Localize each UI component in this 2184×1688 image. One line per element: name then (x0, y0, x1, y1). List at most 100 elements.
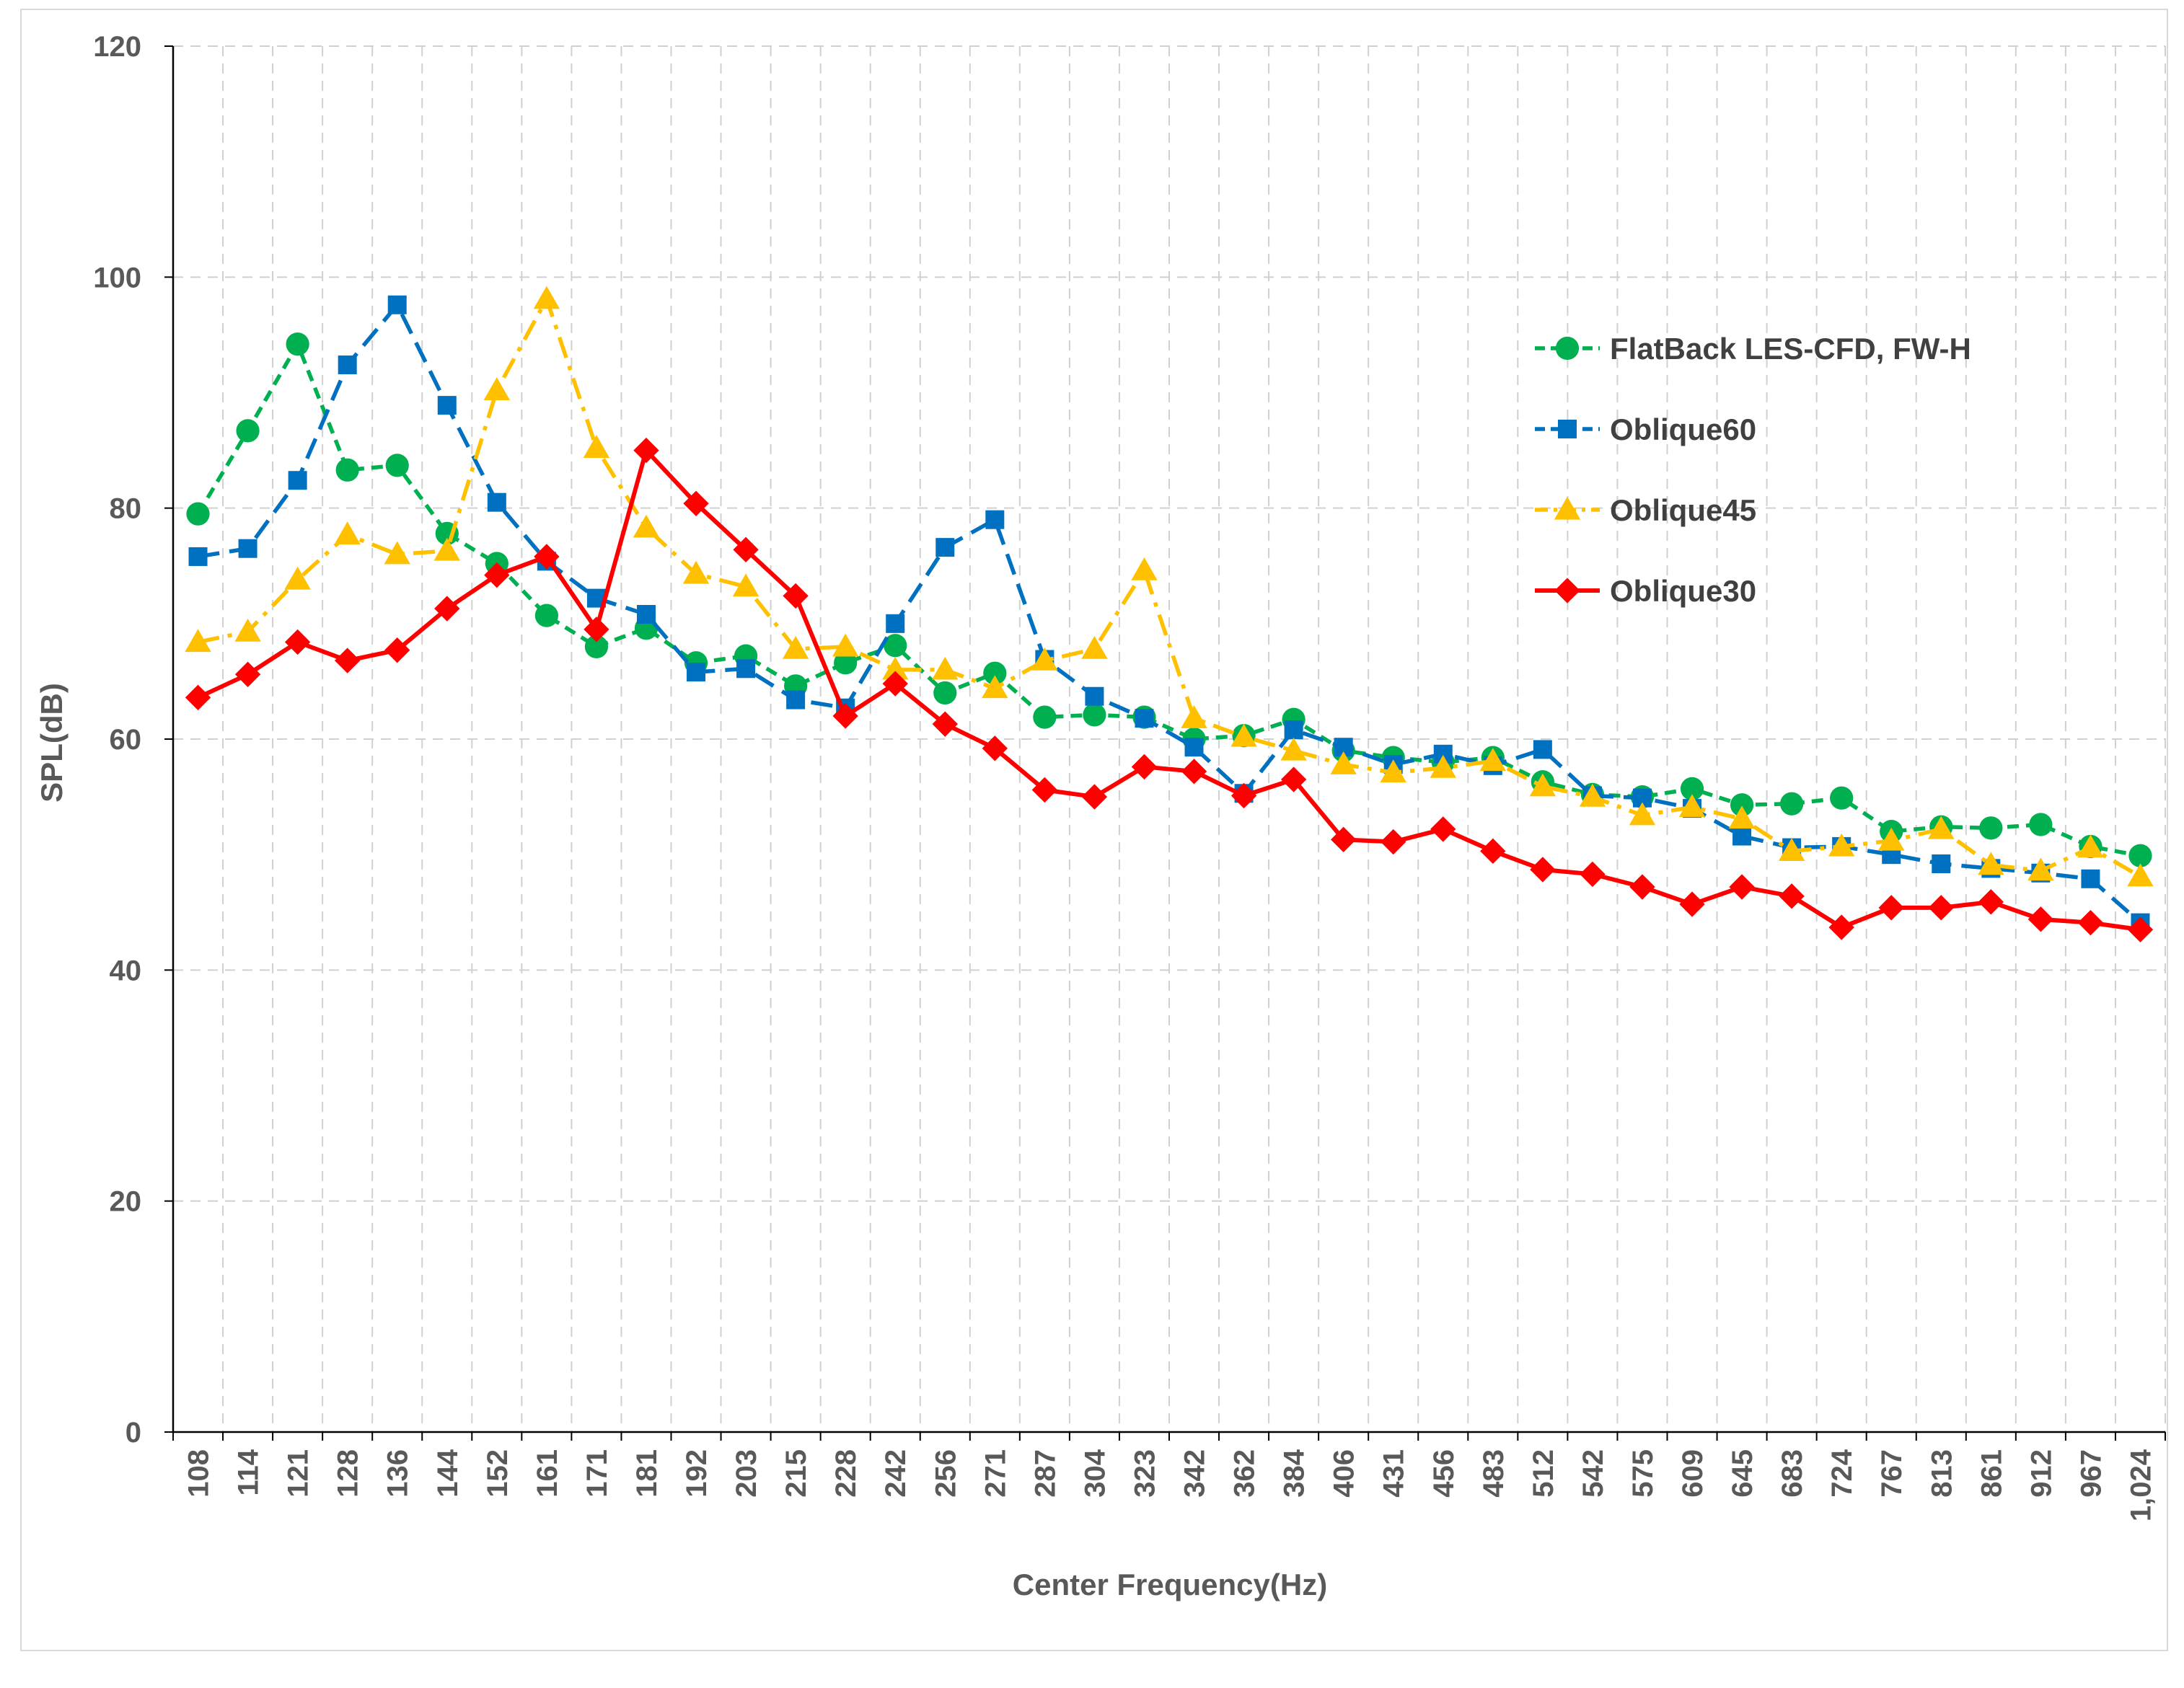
data-point (882, 656, 909, 680)
x-tick-label: 342 (1179, 1449, 1211, 1498)
data-point (1184, 738, 1204, 757)
data-point (384, 541, 410, 565)
x-tick-label: 645 (1727, 1449, 1758, 1498)
x-tick-label: 912 (2025, 1449, 2057, 1498)
data-point (286, 332, 309, 356)
x-tick-label: 456 (1428, 1449, 1460, 1498)
x-tick-label: 575 (1627, 1449, 1659, 1498)
data-point (1530, 857, 1556, 883)
data-point (487, 492, 506, 512)
series-group (185, 286, 2154, 942)
data-point (384, 637, 410, 663)
data-point (982, 675, 1008, 699)
legend-item: Oblique30 (1535, 574, 1756, 608)
data-point (1135, 709, 1154, 728)
data-point (882, 671, 908, 697)
data-point (932, 711, 958, 737)
data-point (1778, 838, 1805, 862)
y-tick-labels: 0 20 40 60 80 100 120 (93, 31, 141, 1449)
data-point (1533, 740, 1552, 759)
data-point (1678, 794, 1706, 818)
x-tick-label: 767 (1876, 1449, 1908, 1498)
data-point (583, 435, 610, 459)
data-point (782, 635, 809, 659)
data-point (1430, 816, 1456, 842)
data-point (234, 661, 261, 687)
data-point (534, 604, 558, 627)
x-tick-label: 228 (830, 1449, 862, 1498)
x-tick-label: 384 (1279, 1449, 1311, 1497)
data-point (1230, 782, 1257, 809)
data-point (234, 618, 261, 642)
data-point (732, 573, 759, 597)
x-tick-label: 542 (1577, 1449, 1609, 1498)
data-point (534, 544, 560, 570)
data-point (687, 663, 706, 682)
series-oblique45 (185, 286, 2154, 887)
data-point (288, 471, 307, 490)
series-line (198, 303, 2142, 924)
data-point (284, 566, 311, 590)
legend-label: Oblique45 (1610, 493, 1756, 527)
data-point (1031, 647, 1058, 671)
data-point (1480, 838, 1506, 865)
x-tick-label: 144 (432, 1449, 464, 1497)
data-point (1280, 766, 1307, 792)
legend-item: Oblique45 (1535, 493, 1756, 527)
legend: FlatBack LES-CFD, FW-H Oblique60 Oblique45… (1535, 332, 1971, 608)
x-tick-label: 203 (731, 1449, 762, 1498)
data-point (834, 651, 858, 675)
x-tick-label: 609 (1677, 1449, 1709, 1498)
data-point (533, 286, 560, 309)
data-point (636, 605, 656, 624)
data-point (1033, 705, 1057, 729)
data-point (434, 596, 460, 622)
legend-label: Oblique60 (1610, 412, 1756, 446)
x-tick-label: 362 (1229, 1449, 1261, 1498)
data-point (1381, 828, 1406, 855)
x-tick-label: 813 (1926, 1449, 1958, 1498)
data-point (1780, 792, 1804, 816)
x-tick-label: 181 (631, 1449, 663, 1498)
data-point (484, 562, 510, 588)
data-point (1330, 826, 1357, 853)
data-point (1978, 852, 2004, 875)
x-tick-label: 271 (979, 1449, 1011, 1498)
legend-item: FlatBack LES-CFD, FW-H (1535, 332, 1971, 366)
data-point (933, 681, 957, 705)
data-point (1928, 816, 1955, 839)
data-point (2027, 906, 2054, 932)
data-point (2081, 869, 2100, 888)
data-point (1131, 754, 1158, 780)
data-point (1828, 914, 1854, 940)
data-point (186, 502, 210, 526)
data-point (633, 514, 660, 538)
x-tick-label: 215 (780, 1449, 812, 1498)
data-point (1779, 883, 1805, 909)
data-point (2029, 813, 2053, 836)
data-point (2077, 909, 2104, 936)
data-point (385, 454, 409, 477)
data-point (1529, 773, 1556, 797)
x-tick-label: 724 (1826, 1449, 1858, 1497)
legend-marker (1558, 420, 1577, 438)
data-point (1081, 635, 1108, 659)
series-oblique60 (188, 295, 2150, 932)
data-point (1280, 737, 1307, 761)
data-point (1878, 895, 1904, 921)
data-point (433, 537, 460, 561)
data-point (832, 633, 859, 657)
data-point (185, 684, 211, 711)
y-tick-label: 0 (126, 1417, 141, 1449)
data-point (1730, 793, 1754, 817)
y-tick-label: 40 (110, 955, 142, 986)
data-point (683, 490, 709, 516)
data-point (1728, 805, 1756, 829)
y-tick-label: 60 (110, 724, 142, 756)
legend-marker (1554, 578, 1580, 604)
legend-label: Oblique30 (1610, 574, 1756, 608)
x-tick-label: 512 (1528, 1449, 1559, 1498)
x-tick-label: 323 (1129, 1449, 1161, 1498)
data-point (884, 634, 907, 658)
data-point (1031, 777, 1058, 803)
